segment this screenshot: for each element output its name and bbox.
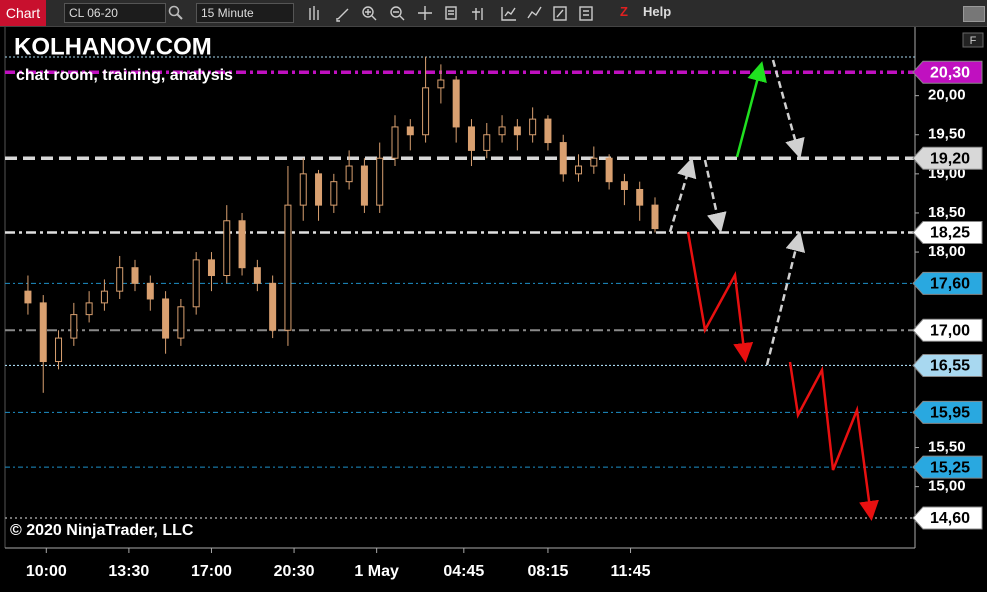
candle-body [131, 267, 139, 284]
candle-body [406, 126, 414, 136]
price-label-box [912, 146, 983, 170]
gray-arrow [765, 231, 806, 366]
candle-body [24, 290, 32, 304]
price-label: 17,60 [930, 276, 970, 293]
candle-body [467, 126, 475, 151]
price-label: 15,95 [930, 405, 970, 422]
candle-body [498, 126, 506, 136]
chart-title: KOLHANOV.COM [14, 33, 212, 60]
y-tick-label: 19,50 [928, 126, 966, 143]
candle-body [575, 165, 583, 175]
candle-body [345, 165, 353, 183]
price-label: 16,55 [930, 358, 970, 375]
price-label-box [912, 400, 983, 424]
candle-body [391, 126, 399, 159]
x-tick-label: 04:45 [443, 563, 484, 580]
chart-subtitle: chat room, training, analysis [16, 67, 233, 84]
red-arrow [788, 361, 879, 521]
candle-body [544, 118, 552, 144]
candle-body [238, 220, 246, 269]
candle-body [483, 134, 491, 151]
x-tick-label: 10:00 [26, 563, 67, 580]
y-tick-label: 20,00 [928, 87, 966, 104]
price-label-box [912, 221, 983, 245]
candle-body [330, 181, 338, 206]
x-tick-label: 1 May [354, 563, 399, 580]
candle-body [376, 157, 384, 206]
search-icon[interactable] [168, 5, 184, 21]
candle-body [529, 118, 537, 136]
scenario-arrows [668, 59, 879, 521]
instrument-select[interactable]: CL 06-20 [64, 3, 166, 23]
candle-body [162, 298, 170, 339]
price-label-box [912, 318, 983, 342]
candle-body [605, 157, 613, 183]
price-label-box [912, 60, 983, 84]
price-label: 18,25 [930, 225, 970, 242]
candle-body [651, 204, 659, 230]
price-label-box [912, 506, 983, 530]
candle-body [299, 173, 307, 206]
candle-body [177, 306, 185, 339]
gray-arrow [771, 59, 805, 159]
tool-icons[interactable] [306, 4, 616, 22]
candle-body [269, 282, 277, 331]
price-label: 19,20 [930, 150, 970, 167]
price-label-box [912, 455, 983, 479]
candle-body [422, 87, 430, 136]
candle-body [207, 259, 215, 277]
candle-body [146, 282, 154, 300]
candle-body [452, 79, 460, 128]
f-label: F [970, 35, 977, 47]
gray-arrow [703, 159, 727, 233]
y-tick-label: 15,00 [928, 478, 966, 495]
candle-body [39, 302, 47, 363]
z-button[interactable]: Z [620, 4, 628, 19]
price-label: 14,60 [930, 510, 970, 527]
candle-body [284, 204, 292, 331]
price-label: 15,25 [930, 459, 970, 476]
candle-body [360, 165, 368, 206]
candle-body [620, 181, 628, 190]
candle-body [559, 142, 567, 175]
candle-body [192, 259, 200, 308]
x-tick-label: 17:00 [191, 563, 232, 580]
chart: KOLHANOV.COM chat room, training, analys… [0, 27, 987, 592]
candle-body [590, 157, 598, 167]
x-tick-label: 08:15 [527, 563, 568, 580]
red-arrow [686, 231, 754, 363]
price-label-box [912, 271, 983, 295]
toolbar: Chart CL 06-20 15 Minute Z Help [0, 0, 987, 27]
price-label-box [912, 353, 983, 377]
candle-body [636, 188, 644, 206]
candle-body [437, 79, 445, 89]
candle-body [253, 267, 261, 284]
candle-body [223, 220, 231, 277]
candle-body [70, 314, 78, 339]
y-tick-label: 18,00 [928, 243, 966, 260]
price-label: 20,30 [930, 64, 970, 81]
help-menu[interactable]: Help [643, 4, 672, 19]
candle-body [116, 267, 124, 292]
window-button[interactable] [963, 6, 985, 22]
x-tick-label: 13:30 [108, 563, 149, 580]
y-tick-label: 18,50 [928, 204, 966, 221]
candle-body [55, 337, 63, 363]
chart-tab[interactable]: Chart [0, 0, 46, 26]
candle-body [315, 173, 323, 206]
interval-select[interactable]: 15 Minute [196, 3, 294, 23]
price-label: 17,00 [930, 322, 970, 339]
background [0, 27, 987, 592]
y-tick-label: 15,50 [928, 439, 966, 456]
gray-arrow [668, 157, 697, 233]
x-tick-label: 11:45 [611, 563, 651, 580]
copyright: © 2020 NinjaTrader, LLC [10, 522, 194, 539]
f-button[interactable] [962, 32, 984, 48]
green-arrow [735, 61, 767, 158]
x-tick-label: 20:30 [274, 563, 315, 580]
candle-body [85, 302, 93, 316]
candle-body [100, 290, 108, 304]
candle-body [513, 126, 521, 136]
